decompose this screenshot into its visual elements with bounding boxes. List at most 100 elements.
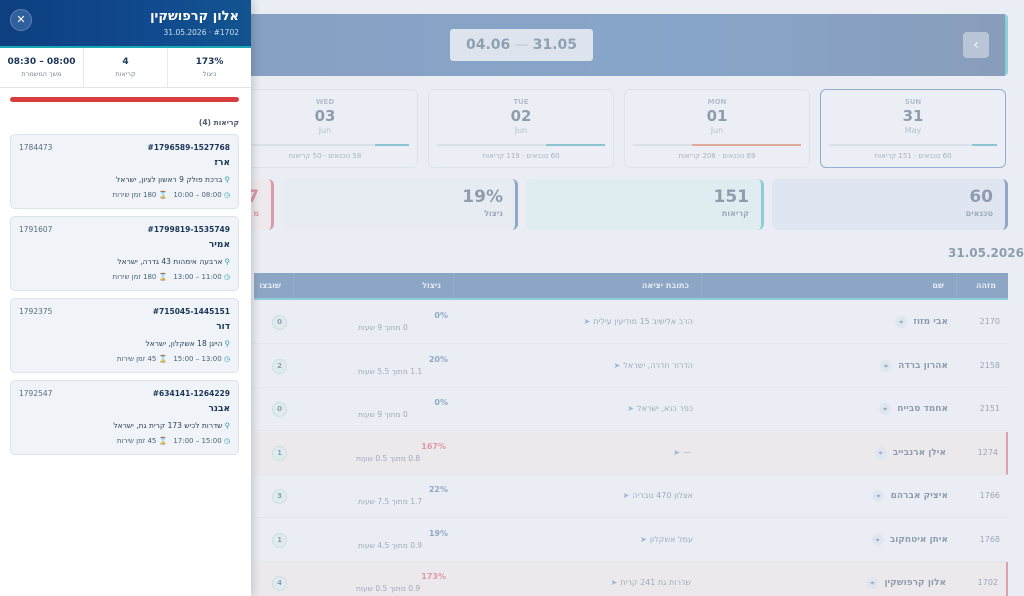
row-address: —➤ bbox=[673, 448, 691, 457]
day-load-fill bbox=[546, 144, 605, 146]
next-week-button[interactable]: › bbox=[963, 32, 989, 58]
row-utilization: 22% 1.7 מתוך 7.5 שעות bbox=[358, 485, 448, 506]
row-address: הדרור חדרה, ישראל➤ bbox=[614, 361, 693, 370]
assigned-count-badge: 1 bbox=[272, 445, 287, 461]
clock-icon: ◷ bbox=[223, 191, 230, 199]
table-row[interactable]: 1274 אילן ארנבייב ⌖ —➤ 167% 0.8 מתוך 0.5 שעו… bbox=[254, 431, 1008, 475]
navigation-arrow-icon: ➤ bbox=[610, 578, 618, 587]
column-header-assigned[interactable]: שובצו bbox=[259, 281, 281, 290]
day-card[interactable]: MON 01 Jun 69 טכנאים · 206 קריאות bbox=[624, 89, 810, 168]
drawer-subtitle: 31.05.2026 · #1702 bbox=[163, 28, 239, 37]
clock-icon: ◷ bbox=[223, 355, 230, 363]
day-stats: 60 טכנאים · 151 קריאות bbox=[874, 152, 952, 160]
kpi-label: קריאות bbox=[721, 209, 749, 218]
kpi-technicians: 60 טכנאים bbox=[772, 179, 1008, 230]
stat-label: ניצול bbox=[202, 70, 217, 78]
address-text: הדרור חדרה, ישראל bbox=[623, 360, 693, 370]
table-row[interactable]: 1702 אלון קרפושקין ⌖ שדרות גת 241 קרית➤ 173… bbox=[254, 562, 1008, 596]
table-row[interactable]: 2170 אבי מזוז ⌖ הרב אלישיב 15 מודיעין עילי… bbox=[254, 301, 1008, 344]
row-name[interactable]: אלון קרפושקין ⌖ bbox=[866, 577, 946, 589]
technician-name: איתן איטחקוב bbox=[889, 534, 948, 545]
day-card[interactable]: SUN 31 May 60 טכנאים · 151 קריאות bbox=[820, 89, 1006, 168]
row-address: אצלון 470 טבריה➤ bbox=[623, 491, 693, 500]
customer-name: אמיר bbox=[208, 240, 230, 250]
utilization-percent: 20% bbox=[428, 354, 448, 364]
day-stats: 60 טכנאים · 119 קריאות bbox=[482, 152, 560, 160]
day-load-fill bbox=[375, 144, 409, 146]
row-name[interactable]: אהרון ברדה ⌖ bbox=[880, 359, 948, 372]
stat-value: 173% bbox=[195, 57, 224, 67]
call-address: ⚲ארבעה אימהות 43 גדרה, ישראל bbox=[117, 257, 230, 266]
call-card[interactable]: #634141-1264229 1792547 אבנר ⚲שדרות לכיש 17… bbox=[10, 380, 239, 455]
call-time: ◷ 15:00 – 17:00 ⌛ 45 זמן שירות bbox=[117, 437, 230, 445]
technician-name: אבי מזוז bbox=[913, 317, 948, 327]
call-time: ◷ 11:00 – 13:00 ⌛ 180 זמן שירות bbox=[112, 273, 230, 281]
location-pin-icon[interactable]: ⌖ bbox=[874, 446, 887, 459]
table-row[interactable]: 1768 איתן איטחקוב ⌖ עמל אשקלון➤ 19% 0.9 מתוך… bbox=[254, 519, 1008, 562]
assigned-count-badge: 0 bbox=[272, 402, 287, 417]
call-id: #715045-1445151 bbox=[152, 307, 230, 316]
location-pin-icon[interactable]: ⌖ bbox=[871, 533, 884, 546]
day-card[interactable]: TUE 02 Jun 60 טכנאים · 119 קריאות bbox=[428, 89, 614, 168]
row-id: 1768 bbox=[979, 534, 1000, 544]
technician-name: אילן ארנבייב bbox=[892, 447, 946, 458]
day-number: 02 bbox=[510, 107, 532, 125]
row-id: 2158 bbox=[979, 360, 1000, 370]
column-header-name[interactable]: שם bbox=[701, 273, 956, 298]
service-duration: 45 זמן שירות bbox=[116, 355, 157, 363]
day-of-week: MON bbox=[707, 98, 727, 106]
call-id: #1799819-1535749 bbox=[147, 225, 230, 234]
stat-shift: 08:00 – 08:30 משך המשמרת bbox=[0, 48, 83, 87]
row-name[interactable]: אילן ארנבייב ⌖ bbox=[874, 446, 946, 459]
call-card[interactable]: #1796589-1527768 1784473 ארז ⚲ברכת פולק 9 ר… bbox=[10, 134, 239, 209]
utilization-hours: 0.8 מתוך 0.5 שעות bbox=[356, 453, 421, 463]
utilization-percent: 167% bbox=[421, 441, 446, 451]
column-header-id[interactable]: מזהה bbox=[956, 273, 1008, 298]
drawer-title: אלון קרפושקין bbox=[150, 9, 239, 24]
assigned-count-badge: 4 bbox=[272, 576, 287, 591]
column-header-utilization[interactable]: ניצול bbox=[293, 273, 453, 298]
kpi-value: 19% bbox=[462, 187, 503, 207]
row-id: 2170 bbox=[979, 317, 1000, 326]
date-range-display[interactable]: 04.06 — 31.05 bbox=[450, 29, 593, 61]
calls-list-title: קריאות (4) bbox=[198, 118, 239, 127]
call-external-id: 1792375 bbox=[19, 307, 53, 316]
utilization-hours: 0 מתוך 9 שעות bbox=[358, 323, 408, 332]
row-id: 1702 bbox=[977, 578, 998, 587]
row-name[interactable]: איתן איטחקוב ⌖ bbox=[871, 533, 948, 546]
day-card[interactable]: WED 03 Jun 58 טכנאים · 50 קריאות bbox=[232, 89, 418, 168]
chevron-right-icon: › bbox=[973, 37, 979, 53]
row-id: 1274 bbox=[977, 447, 998, 457]
day-load-fill bbox=[691, 144, 801, 146]
table-row[interactable]: 1766 איציק אברהם ⌖ אצלון 470 טבריה➤ 22% 1.7 … bbox=[254, 475, 1008, 518]
assigned-count-badge: 1 bbox=[272, 532, 287, 548]
table-row[interactable]: 2151 אחמד סבייח ⌖ כפר כנא, ישראל➤ 0% 0 מתוך … bbox=[254, 388, 1008, 431]
column-header-address[interactable]: כתובת יציאה bbox=[453, 273, 701, 298]
row-utilization: 167% 0.8 מתוך 0.5 שעות bbox=[356, 442, 446, 463]
close-button[interactable]: ✕ bbox=[10, 9, 32, 31]
address-text: — bbox=[683, 447, 691, 457]
stat-label: משך המשמרת bbox=[21, 70, 62, 78]
day-month: Jun bbox=[318, 126, 332, 135]
table-row[interactable]: 2158 אהרון ברדה ⌖ הדרור חדרה, ישראל➤ 20% 1.1… bbox=[254, 345, 1008, 388]
location-pin-icon[interactable]: ⌖ bbox=[866, 577, 879, 589]
row-name[interactable]: אבי מזוז ⌖ bbox=[895, 316, 948, 328]
day-month: Jun bbox=[514, 126, 528, 135]
day-load-bar bbox=[241, 144, 409, 146]
calls-list: #1796589-1527768 1784473 ארז ⚲ברכת פולק 9 ר… bbox=[0, 134, 251, 455]
call-card[interactable]: #715045-1445151 1792375 דור ⚲הייגן 18 אשקלו… bbox=[10, 298, 239, 373]
day-load-bar bbox=[633, 144, 801, 146]
location-pin-icon[interactable]: ⌖ bbox=[872, 490, 885, 502]
location-pin-icon[interactable]: ⌖ bbox=[880, 359, 892, 372]
row-name[interactable]: אחמד סבייח ⌖ bbox=[879, 403, 948, 415]
table-header: מזהה שם כתובת יציאה ניצול שובצו bbox=[254, 273, 1008, 300]
address-text: הייגן 18 אשקלון, ישראל bbox=[145, 339, 223, 348]
customer-name: אבנר bbox=[208, 404, 230, 414]
location-pin-icon[interactable]: ⌖ bbox=[879, 403, 892, 415]
row-id: 1766 bbox=[979, 491, 1000, 500]
day-number: 01 bbox=[706, 107, 728, 125]
row-name[interactable]: איציק אברהם ⌖ bbox=[872, 490, 948, 502]
row-utilization: 173% 0.9 מתוך 0.5 שעות bbox=[356, 572, 446, 593]
call-card[interactable]: #1799819-1535749 1791607 אמיר ⚲ארבעה אימהות… bbox=[10, 216, 239, 291]
location-pin-icon[interactable]: ⌖ bbox=[895, 316, 908, 328]
